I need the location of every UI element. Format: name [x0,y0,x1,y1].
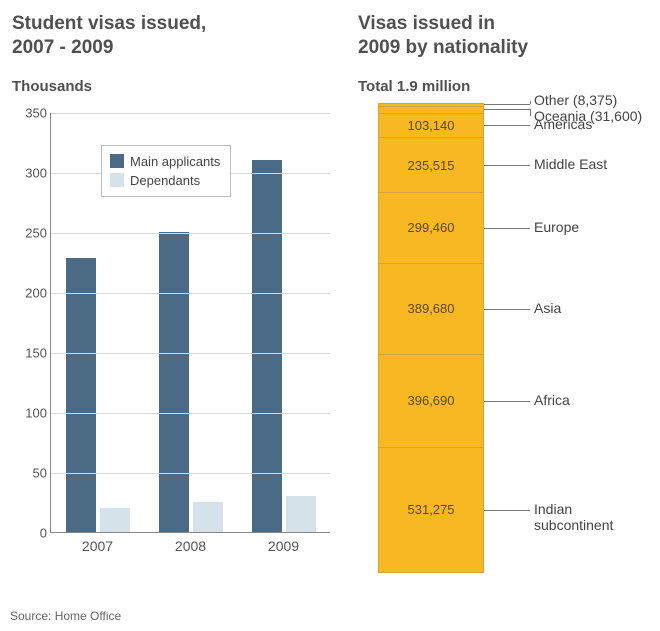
segment-label: Africa [534,392,570,408]
y-tick-label: 150 [17,345,51,360]
gridline [51,293,330,294]
bar-chart-plot: Main applicantsDependants 200720082009 0… [50,113,330,533]
y-tick-label: 250 [17,225,51,240]
bar [193,502,223,532]
bar [159,232,189,532]
stack-segment: 235,515 [378,138,484,193]
segment-value: 299,460 [408,220,455,235]
gridline [51,353,330,354]
stack-segment: 531,275 [378,448,484,573]
bar [286,496,316,532]
segment-label: Asia [534,300,561,316]
bar [66,258,96,532]
x-tick-label: 2009 [237,532,330,554]
nationality-stack-chart: Visas issued in 2009 by nationality Tota… [350,12,650,583]
legend-label: Main applicants [130,154,220,169]
leader-line [484,309,530,310]
bar-chart-title: Student visas issued, 2007 - 2009 [12,12,350,60]
stack-chart-plot: 103,140 235,515 299,460 389,680 396,690 531,2… [358,103,650,583]
leader-line [530,109,531,116]
stack-segment: 389,680 [378,264,484,355]
stack-segment [378,107,484,114]
legend-label: Dependants [130,173,200,188]
segment-value: 531,275 [408,502,455,517]
stack-chart-title: Visas issued in 2009 by nationality [358,12,650,60]
leader-line [484,510,530,511]
bar [252,160,282,532]
segment-value: 396,690 [408,393,455,408]
stack-segment: 396,690 [378,355,484,448]
leader-line [530,101,531,105]
y-tick-label: 50 [17,465,51,480]
stack-segment: 299,460 [378,193,484,263]
bar-group: 2009 [237,113,330,532]
y-tick-label: 200 [17,285,51,300]
legend-swatch [110,173,124,187]
legend-item: Dependants [110,171,220,190]
leader-line [484,109,530,110]
segment-label: Other (8,375) [534,92,617,108]
y-tick-label: 100 [17,405,51,420]
gridline [51,233,330,234]
student-visa-bar-chart: Student visas issued, 2007 - 2009 Thousa… [12,12,350,583]
segment-label: Indian subcontinent [534,501,613,533]
gridline [51,473,330,474]
legend-item: Main applicants [110,152,220,171]
segment-label: Middle East [534,156,607,172]
y-tick-label: 0 [17,525,51,540]
bar [100,508,130,532]
leader-line [484,228,530,229]
leader-line [484,401,530,402]
x-tick-label: 2007 [51,532,144,554]
segment-value: 103,140 [408,118,455,133]
x-tick-label: 2008 [144,532,237,554]
gridline [51,413,330,414]
segment-value: 235,515 [408,158,455,173]
segment-label: Europe [534,219,579,235]
segment-value: 389,680 [408,301,455,316]
leader-line [484,104,530,105]
legend-swatch [110,154,124,168]
y-tick-label: 350 [17,105,51,120]
source-label: Source: Home Office [10,609,121,623]
leader-line [484,165,530,166]
bar-chart-legend: Main applicants Dependants [101,145,231,197]
segment-label: Americas [534,116,592,132]
stack-segment: 103,140 [378,114,484,138]
bar-chart-y-subtitle: Thousands [12,78,350,95]
y-tick-label: 300 [17,165,51,180]
leader-line [484,125,530,126]
gridline [51,113,330,114]
